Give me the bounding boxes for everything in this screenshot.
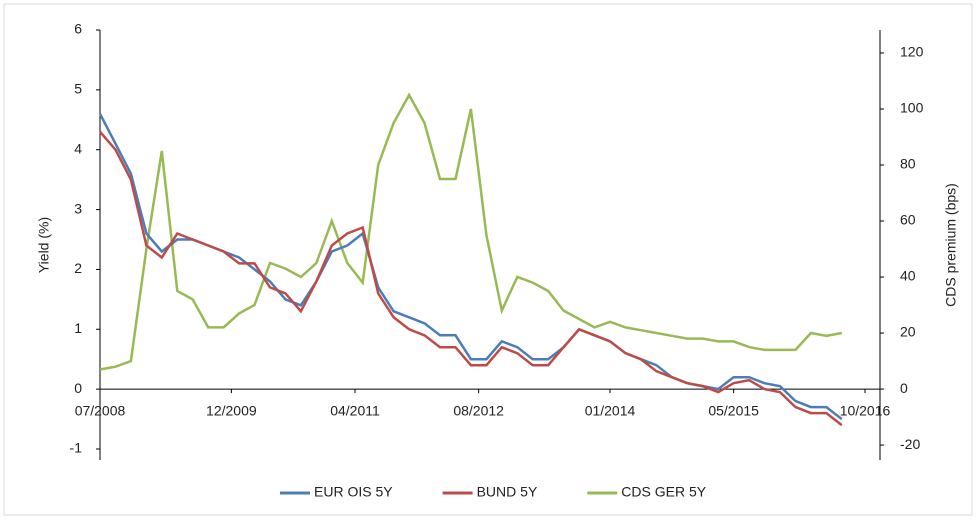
x-tick-label: 07/2008 xyxy=(75,403,126,419)
y2-tick-label: 100 xyxy=(900,100,924,116)
y2-axis-title: CDS premium (bps) xyxy=(943,183,959,307)
y2-tick-label: 80 xyxy=(900,156,916,172)
y2-tick-label: -20 xyxy=(900,436,920,452)
y-tick-label: 3 xyxy=(74,200,82,216)
y2-tick-label: 60 xyxy=(900,212,916,228)
legend-label: CDS GER 5Y xyxy=(621,484,706,500)
y-tick-label: 6 xyxy=(74,21,82,37)
y-tick-label: 1 xyxy=(74,320,82,336)
legend-label: EUR OIS 5Y xyxy=(314,484,393,500)
y2-tick-label: 20 xyxy=(900,324,916,340)
legend-label: BUND 5Y xyxy=(477,484,538,500)
x-tick-label: 10/2016 xyxy=(840,403,891,419)
y-tick-label: 4 xyxy=(74,140,82,156)
series-line xyxy=(99,92,843,371)
y2-tick-label: 40 xyxy=(900,268,916,284)
y2-tick-label: 0 xyxy=(900,380,908,396)
x-tick-label: 12/2009 xyxy=(206,403,257,419)
y2-tick-label: 120 xyxy=(900,44,924,60)
y-axis-title: Yield (%) xyxy=(36,217,52,273)
series-line xyxy=(99,130,843,427)
x-tick-label: 05/2015 xyxy=(708,403,759,419)
x-tick-label: 04/2011 xyxy=(330,403,380,419)
y-tick-label: 5 xyxy=(74,81,82,97)
x-tick-label: 01/2014 xyxy=(585,403,636,419)
y-tick-label: 2 xyxy=(74,260,82,276)
x-tick-label: 08/2012 xyxy=(453,403,504,419)
y-tick-label: 0 xyxy=(74,380,82,396)
chart-border xyxy=(3,3,973,516)
y-tick-label: -1 xyxy=(70,440,83,456)
